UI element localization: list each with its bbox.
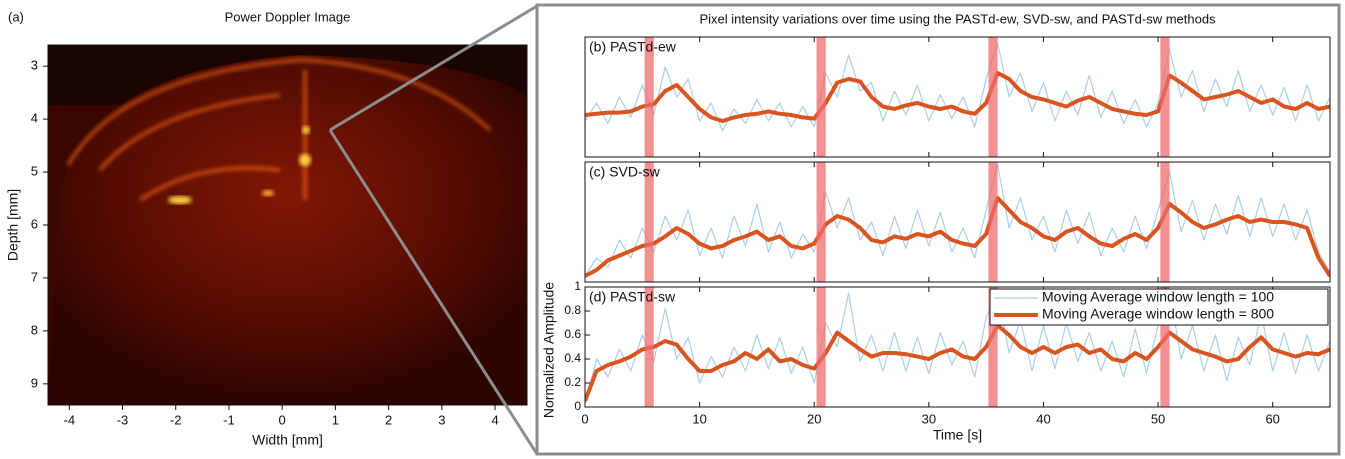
x-axis-title: Time [s] [933,427,982,443]
x-tick-label: 3 [438,412,445,427]
y-tick-label: 0.4 [564,351,581,365]
x-tick-label: 20 [807,411,821,426]
y-tick-label: 0.6 [564,327,581,341]
doppler-image [47,44,528,406]
series-line [585,163,1330,277]
y-tick-label: 6 [31,216,38,231]
highlight-span [644,37,654,157]
y-tick-label: 0.8 [564,303,581,317]
plot-frame [584,286,1331,408]
x-tick-label: 40 [1036,411,1050,426]
x-tick-label: 1 [332,412,339,427]
highlight-span [988,287,998,407]
y-tick-label: 3 [31,58,38,73]
highlight-span [1160,162,1170,282]
y-tick-label: 0 [574,399,581,413]
panel-label: (d) PASTd-sw [589,289,676,305]
highlight-span [1160,287,1170,407]
highlight-span [816,162,826,282]
x-tick-label: -2 [170,412,182,427]
y-tick-label: 1 [574,279,581,293]
highlight-span [644,162,654,282]
x-tick-label: 30 [922,411,936,426]
zoom-connector [328,3,1341,456]
highlight-span [988,162,998,282]
x-tick-label: 60 [1265,411,1279,426]
chart-title: Pixel intensity variations over time usi… [699,11,1216,26]
highlight-span [1160,37,1170,157]
legend-label: Moving Average window length = 100 [1042,289,1274,305]
x-tick-label: 0 [581,411,588,426]
x-tick-label: 0 [279,412,286,427]
panel-label: (c) SVD-sw [589,164,661,180]
series-line [585,196,1330,278]
x-tick-label: 4 [491,412,498,427]
highlight-span [816,37,826,157]
chart-title: Power Doppler Image [225,9,351,24]
y-tick-label: 9 [31,375,38,390]
plot-area [585,42,1330,132]
series-line [585,323,1330,402]
plot-area [585,288,1330,405]
y-tick-label: 7 [31,269,38,284]
plot-frame [584,36,1331,158]
y-tick-label: 8 [31,322,38,337]
y-tick-label: 5 [31,163,38,178]
plot-area [585,163,1330,278]
highlight-span [816,287,826,407]
x-tick-label: 50 [1151,411,1165,426]
x-tick-label: 2 [385,412,392,427]
y-tick-label: 4 [31,111,38,126]
panel-label: (a) [8,9,24,24]
x-axis-title: Width [mm] [252,432,323,448]
x-tick-label: -4 [64,412,76,427]
series-line [585,42,1330,132]
y-tick-label: 0.2 [564,375,581,389]
legend-label: Moving Average window length = 800 [1042,306,1274,322]
series-line [585,71,1330,123]
plot-frame [584,161,1331,283]
x-tick-label: -3 [117,412,129,427]
panel-label: (b) PASTd-ew [589,39,677,55]
legend-box [989,288,1329,326]
y-axis-title: Normalized Amplitude [541,282,557,418]
highlight-span [644,287,654,407]
x-tick-label: 10 [692,411,706,426]
y-axis-title: Depth [mm] [5,189,21,261]
highlight-span [988,37,998,157]
x-tick-label: -1 [223,412,235,427]
